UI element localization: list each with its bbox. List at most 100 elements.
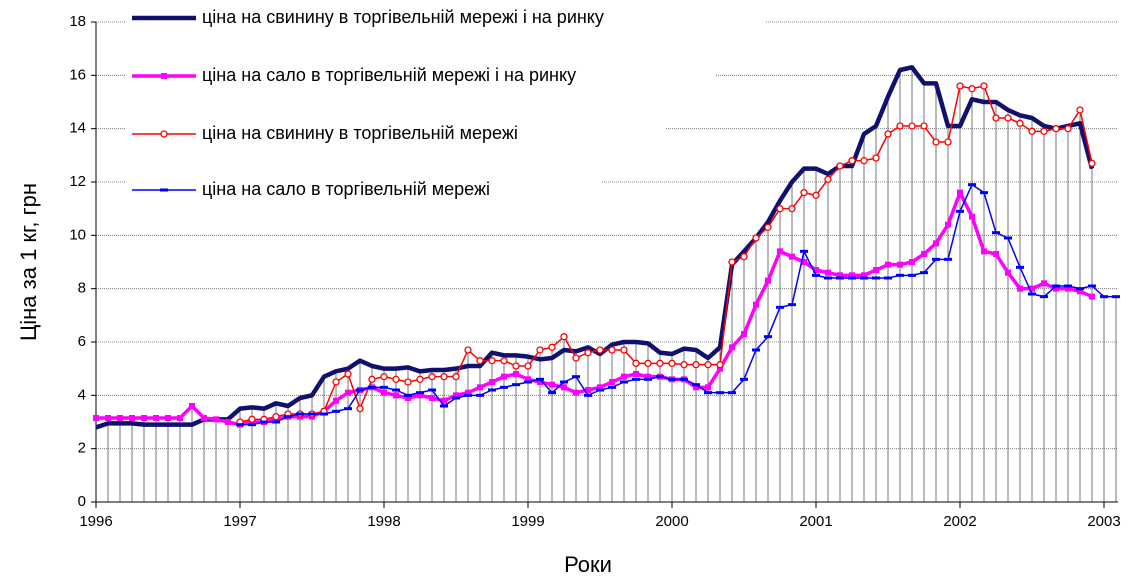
data-point [189,403,195,409]
data-point [849,272,855,279]
data-point [909,259,915,265]
y-tick-label: 10 [69,226,86,243]
data-point [560,333,568,341]
y-tick-label: 6 [78,333,86,350]
data-point [896,122,904,130]
data-point [345,389,351,396]
data-point [608,346,616,354]
data-point [656,359,664,367]
data-point [764,223,772,231]
data-point [716,361,724,369]
data-point [992,114,1000,122]
data-point [405,395,411,401]
x-tick-label: 2001 [799,513,832,530]
data-point [441,397,447,404]
x-tick-label: 2002 [943,513,976,530]
data-point [645,373,651,380]
data-point [465,389,471,396]
data-point [501,373,507,380]
legend-marker [160,130,168,138]
data-point [213,416,219,423]
data-point [693,384,699,391]
data-point [825,269,831,276]
data-point [429,395,435,401]
data-point [368,375,376,383]
data-point [812,191,820,199]
data-point [500,357,508,365]
data-point [272,413,280,421]
data-point [105,415,111,421]
y-tick-label: 8 [78,280,86,297]
data-point [177,415,183,421]
data-point [573,389,579,396]
data-point [705,384,711,391]
data-point [477,384,483,391]
data-point [741,331,747,337]
data-point [969,213,975,220]
data-point [944,138,952,146]
y-tick-label: 14 [69,120,86,137]
data-point [489,379,495,385]
data-point [945,221,951,228]
data-point [332,378,340,386]
data-point [1064,125,1072,133]
data-point [921,251,927,257]
data-point [813,267,819,273]
data-point [801,259,807,265]
data-point [1041,280,1047,287]
data-point [596,346,604,354]
y-tick-label: 2 [78,440,86,457]
data-point [536,346,544,354]
data-point [1040,127,1048,135]
legend-label: ціна на сало в торгівельній мережі [202,179,490,199]
data-point [561,384,567,391]
data-point [632,359,640,367]
x-tick-label: 1998 [367,513,400,530]
data-point [440,373,448,381]
data-point [1077,288,1083,295]
data-point [381,389,387,396]
data-point [668,359,676,367]
data-point [860,157,868,165]
legend-label: ціна на свинину в торгівельній мережі [202,123,518,143]
y-tick-label: 16 [69,66,86,83]
y-tick-label: 18 [69,13,86,30]
data-point [788,205,796,213]
data-point [729,344,735,351]
data-point [789,253,795,260]
data-point [549,381,555,388]
data-point [380,373,388,381]
data-point [524,362,532,370]
data-point [800,189,808,197]
data-point [956,82,964,90]
data-point [609,379,615,385]
legend-label: ціна на сало в торгівельній мережі і на … [202,65,576,85]
data-point [1076,106,1084,114]
data-point [153,415,159,421]
data-point [464,346,472,354]
data-point [633,371,639,377]
data-point [525,376,531,383]
data-point [1005,269,1011,276]
data-point [765,277,771,284]
legend-bg [126,4,766,32]
data-point [861,272,867,279]
data-point [837,272,843,279]
x-tick-label: 2003 [1087,513,1120,530]
data-point [933,240,939,247]
data-point [117,415,123,421]
data-point [777,248,783,255]
data-point [644,359,652,367]
data-point [201,415,207,421]
data-point [728,258,736,266]
series-line [96,190,1093,427]
data-point [548,343,556,351]
data-point [392,375,400,383]
data-point [404,378,412,386]
data-point [908,122,916,130]
data-point [717,365,723,372]
data-point [848,157,856,165]
data-point [1028,127,1036,135]
data-point [333,397,339,404]
